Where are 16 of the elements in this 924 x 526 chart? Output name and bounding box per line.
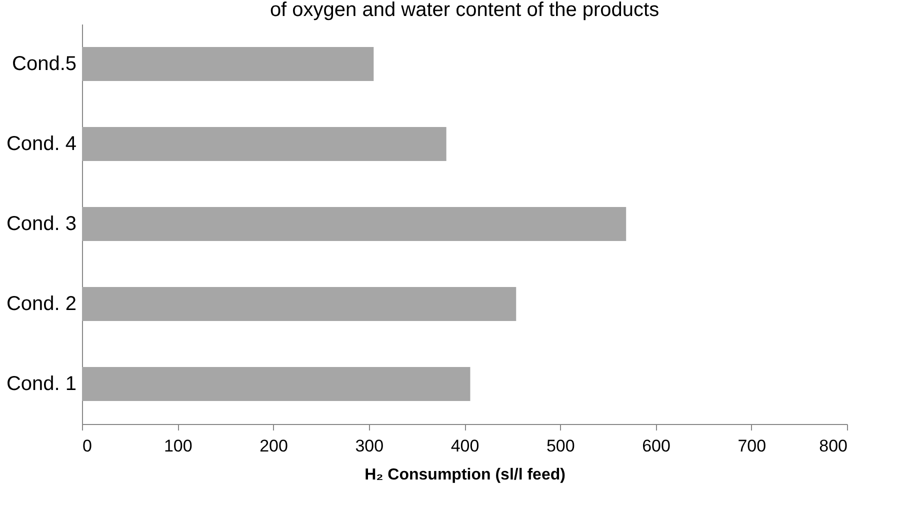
x-tick-label: 300 xyxy=(355,436,384,456)
chart-title: of oxygen and water content of the products xyxy=(270,0,660,21)
x-tick-label: 400 xyxy=(450,436,480,456)
x-tick-label: 200 xyxy=(260,436,288,456)
y-tick-label: Cond. 1 xyxy=(6,373,76,395)
x-tick-label: 0 xyxy=(82,436,92,456)
y-tick-label: Cond. 2 xyxy=(6,293,76,315)
y-tick-label: Cond. 4 xyxy=(6,133,76,155)
x-tick-label: 700 xyxy=(738,436,766,456)
x-tick-label: 600 xyxy=(642,436,670,456)
x-axis-title: H₂ Consumption (sl/l feed) xyxy=(364,466,566,484)
x-tick-label: 500 xyxy=(546,436,575,456)
x-tick-label: 100 xyxy=(164,436,192,456)
x-tick-label: 800 xyxy=(819,436,848,456)
y-tick-label: Cond. 3 xyxy=(6,213,76,235)
y-tick-label: Cond.5 xyxy=(12,53,76,75)
